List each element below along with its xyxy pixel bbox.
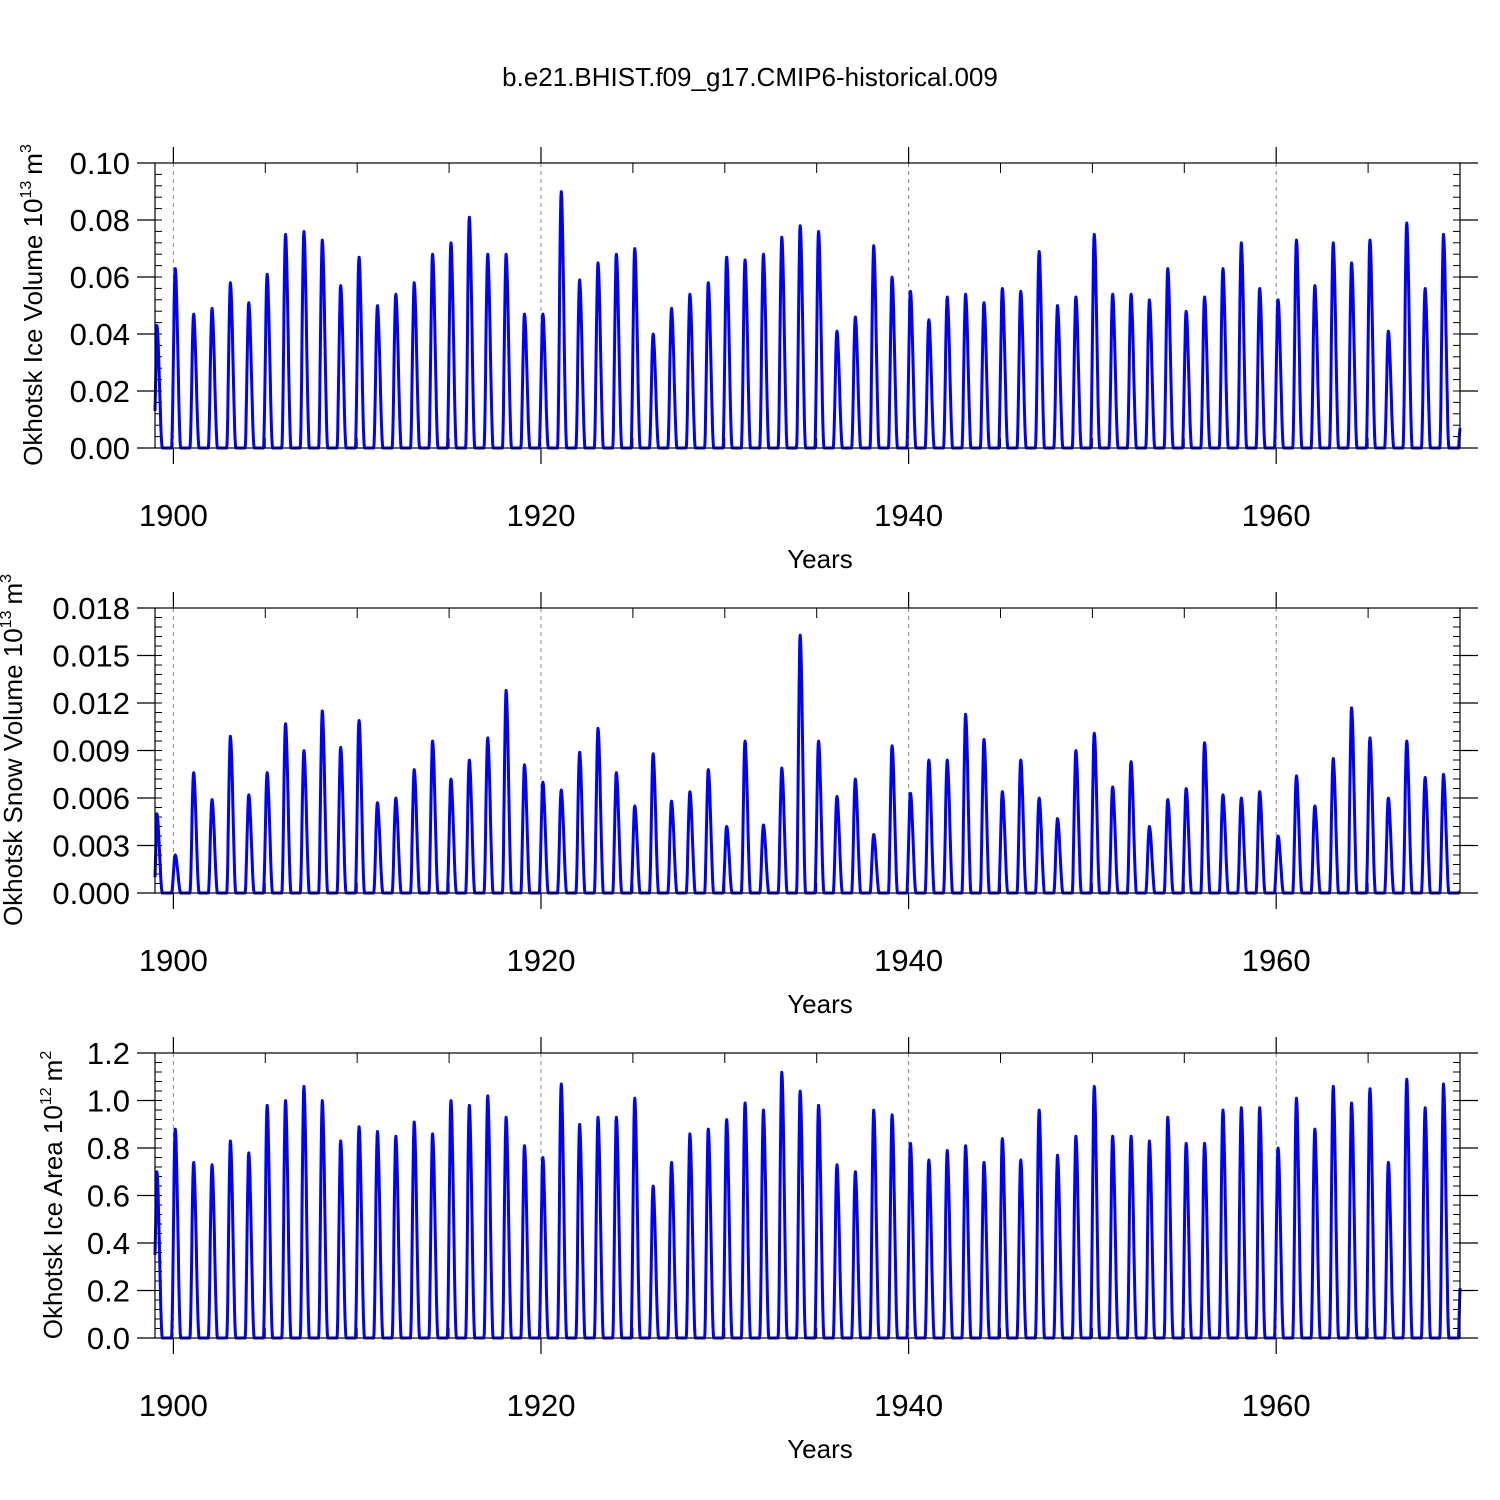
- x-tick-label-1920: 1920: [507, 498, 576, 533]
- panel-ice-area: Years Okhotsk Ice Area 1012m2 1900 1920 19…: [38, 1036, 1478, 1464]
- y-tick-label: 0.2: [87, 1274, 130, 1309]
- x-tick-label-1920: 1920: [507, 943, 576, 978]
- y-tick-label: 0.06: [70, 260, 130, 295]
- ylabel-snow-volume: Okhotsk Snow Volume 1013m3: [0, 574, 28, 926]
- y-tick-label: 0.018: [52, 591, 130, 626]
- y-tick-label: 0.8: [87, 1131, 130, 1166]
- x-tick-label-1940: 1940: [874, 943, 943, 978]
- panel-snow-volume: Years Okhotsk Snow Volume 1013m3 1900 192…: [0, 574, 1478, 1019]
- y-tick-label: 0.6: [87, 1179, 130, 1214]
- y-tick-label: 0.00: [70, 431, 130, 466]
- xlabel-snow-volume: Years: [787, 989, 853, 1019]
- chart-title: b.e21.BHIST.f09_g17.CMIP6-historical.009: [502, 62, 998, 92]
- x-tick-label-1900: 1900: [139, 1388, 208, 1423]
- y-tick-label: 0.0: [87, 1321, 130, 1356]
- y-tick-label: 0.015: [52, 639, 130, 674]
- x-tick-label-1900: 1900: [139, 943, 208, 978]
- xlabel-ice-volume: Years: [787, 544, 853, 574]
- y-tick-label: 0.006: [52, 781, 130, 816]
- x-tick-label-1900: 1900: [139, 498, 208, 533]
- x-tick-label-1960: 1960: [1242, 1388, 1311, 1423]
- y-tick-label: 0.009: [52, 734, 130, 769]
- x-tick-label-1960: 1960: [1242, 498, 1311, 533]
- ylabel-ice-volume: Okhotsk Ice Volume 1013m3: [18, 144, 48, 466]
- y-tick-label: 0.04: [70, 317, 130, 352]
- y-tick-label: 0.012: [52, 686, 130, 721]
- plot-frame-snow-volume: [154, 607, 1461, 894]
- y-tick-label: 0.4: [87, 1226, 130, 1261]
- x-tick-label-1940: 1940: [874, 498, 943, 533]
- plot-frame-ice-area: [154, 1052, 1461, 1339]
- series-line-ice-volume: [153, 190, 1462, 450]
- y-tick-label: 1.0: [87, 1084, 130, 1119]
- series-line-ice-area: [153, 1070, 1462, 1340]
- x-tick-label-1920: 1920: [507, 1388, 576, 1423]
- y-tick-label: 0.003: [52, 829, 130, 864]
- series-line-snow-volume: [153, 633, 1462, 895]
- x-tick-label-1940: 1940: [874, 1388, 943, 1423]
- xlabel-ice-area: Years: [787, 1434, 853, 1464]
- panel-ice-volume: Years Okhotsk Ice Volume 1013m3 1900 1920…: [18, 144, 1478, 574]
- y-tick-label: 0.000: [52, 876, 130, 911]
- y-tick-label: 0.08: [70, 203, 130, 238]
- y-tick-label: 0.02: [70, 374, 130, 409]
- y-tick-label: 0.10: [70, 146, 130, 181]
- plot-frame-ice-volume: [154, 162, 1461, 449]
- ylabel-ice-area: Okhotsk Ice Area 1012m2: [38, 1051, 68, 1340]
- y-tick-label: 1.2: [87, 1036, 130, 1071]
- x-tick-label-1960: 1960: [1242, 943, 1311, 978]
